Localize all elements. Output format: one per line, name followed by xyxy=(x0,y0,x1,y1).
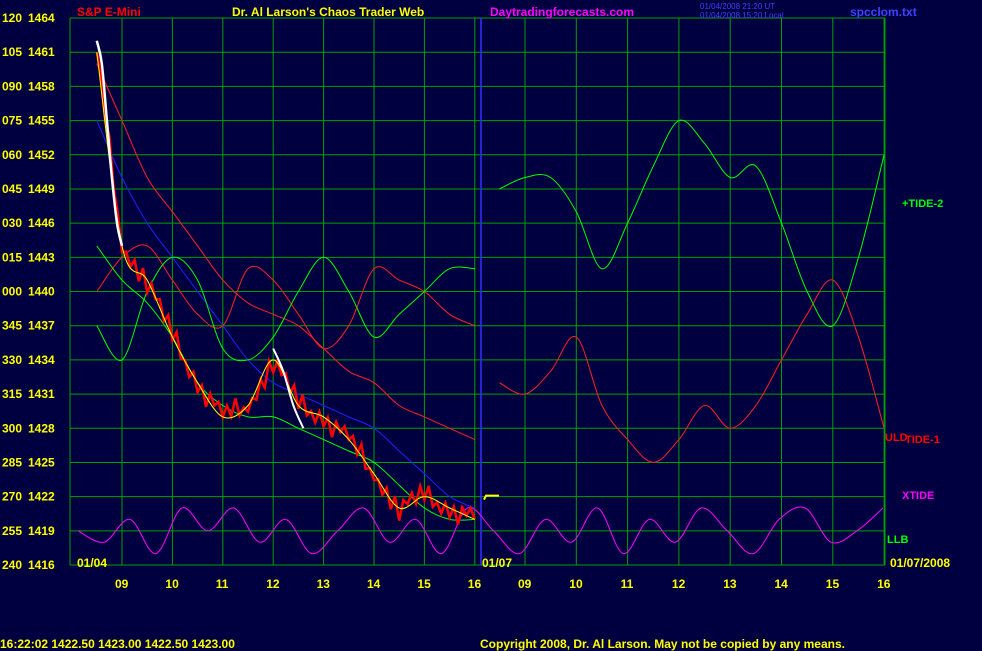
y-tick-label-left: 105 xyxy=(2,45,22,59)
y-tick-label-left: 015 xyxy=(2,250,22,264)
x-tick-label: 16 xyxy=(468,577,482,591)
x-tick-label: 15 xyxy=(417,577,431,591)
y-tick-label-price: 1446 xyxy=(28,216,55,230)
blue-line xyxy=(96,120,476,509)
quote-readout: 16:22:02 1422.50 1423.00 1422.50 1423.00 xyxy=(0,637,235,651)
x-tick-label: 15 xyxy=(826,577,840,591)
x-tick-label: 14 xyxy=(367,577,381,591)
label-tide2: +TIDE-2 xyxy=(902,198,944,210)
y-tick-label-left: 255 xyxy=(2,524,22,538)
y-tick-label-price: 1422 xyxy=(28,490,55,504)
time-stamp-local: 01/04/2008 15:20 Local xyxy=(700,11,784,20)
x-tick-label: 12 xyxy=(672,577,686,591)
y-tick-label-price: 1416 xyxy=(28,558,55,572)
green-lower-line xyxy=(96,245,475,521)
time-stamp-ut: 01/04/2008 21:20 UT xyxy=(700,2,776,11)
chart-title: Dr. Al Larson's Chaos Trader Web xyxy=(232,5,425,19)
y-tick-label-left: 270 xyxy=(2,490,22,504)
y-tick-label-price: 1452 xyxy=(28,148,55,162)
y-tick-label-left: 075 xyxy=(2,114,22,128)
x-tick-label: 13 xyxy=(317,577,331,591)
y-tick-label-price: 1440 xyxy=(28,285,55,299)
x-tick-label: 10 xyxy=(165,577,179,591)
tide1-line-day2 xyxy=(499,279,885,463)
y-tick-label-price: 1449 xyxy=(28,182,55,196)
x-axis-labels: 09 10 11 12 13 14 15 16 09 10 11 12 13 14 15 16 xyxy=(115,577,891,591)
tide1-line-day1 xyxy=(96,244,476,350)
x-tick-label: 11 xyxy=(621,577,634,591)
site-link[interactable]: Daytradingforecasts.com xyxy=(490,5,635,19)
date-end: 01/07/2008 xyxy=(890,556,951,570)
tide2-line-day2 xyxy=(499,119,885,328)
last-price-marker xyxy=(483,494,499,501)
chart-series xyxy=(77,40,885,555)
y-tick-label-left: 045 xyxy=(2,182,22,196)
price-white-bump xyxy=(272,348,305,429)
y-tick-label-price: 1443 xyxy=(28,250,55,264)
data-file-name: spcclom.txt xyxy=(850,5,917,19)
xtide-line xyxy=(77,506,884,555)
x-tick-label: 13 xyxy=(723,577,737,591)
instrument-title: S&P E-Mini xyxy=(77,5,141,19)
y-tick-label-left: 345 xyxy=(2,319,22,333)
red-mean-line xyxy=(96,63,476,441)
x-tick-label: 14 xyxy=(775,577,789,591)
x-tick-label: 16 xyxy=(877,577,891,591)
y-tick-label-price: 1428 xyxy=(28,421,55,435)
y-tick-label-left: 285 xyxy=(2,455,22,469)
price-average-line xyxy=(96,52,476,520)
label-xtide: XTIDE xyxy=(902,490,935,502)
y-tick-label-price: 1461 xyxy=(28,45,55,59)
y-tick-label-left: 000 xyxy=(2,285,22,299)
price-line xyxy=(95,51,476,525)
y-axis-labels: 120 1464 105 1461 090 1458 075 1455 060 1452 045 14… xyxy=(2,11,55,572)
chart-grid xyxy=(69,17,886,566)
label-uld: ULD xyxy=(885,432,908,444)
y-tick-label-price: 1425 xyxy=(28,455,55,469)
price-white-segment xyxy=(95,40,124,247)
y-tick-label-left: 090 xyxy=(2,79,22,93)
copyright-notice: Copyright 2008, Dr. Al Larson. May not b… xyxy=(480,637,845,651)
y-tick-label-left: 315 xyxy=(2,387,22,401)
label-tide1: TIDE-1 xyxy=(905,434,940,446)
x-tick-label: 11 xyxy=(216,577,229,591)
y-tick-label-price: 1437 xyxy=(28,319,55,333)
y-tick-label-left: 120 xyxy=(2,11,22,25)
y-tick-label-price: 1464 xyxy=(28,11,55,25)
x-tick-label: 09 xyxy=(518,577,532,591)
y-tick-label-price: 1455 xyxy=(28,114,55,128)
x-tick-label: 09 xyxy=(115,577,129,591)
date-start: 01/04 xyxy=(77,556,108,570)
y-tick-label-price: 1431 xyxy=(28,387,55,401)
y-tick-label-left: 330 xyxy=(2,353,22,367)
y-tick-label-left: 060 xyxy=(2,148,22,162)
y-tick-label-left: 030 xyxy=(2,216,22,230)
y-tick-label-left: 300 xyxy=(2,421,22,435)
date-divider: 01/07 xyxy=(482,556,513,570)
y-tick-label-price: 1434 xyxy=(28,353,55,367)
x-tick-label: 10 xyxy=(569,577,583,591)
label-llb: LLB xyxy=(887,534,909,546)
y-tick-label-price: 1458 xyxy=(28,79,55,93)
y-tick-label-price: 1419 xyxy=(28,524,55,538)
y-tick-label-left: 240 xyxy=(2,558,22,572)
tide2-line-day1 xyxy=(96,256,475,362)
x-tick-label: 12 xyxy=(266,577,280,591)
